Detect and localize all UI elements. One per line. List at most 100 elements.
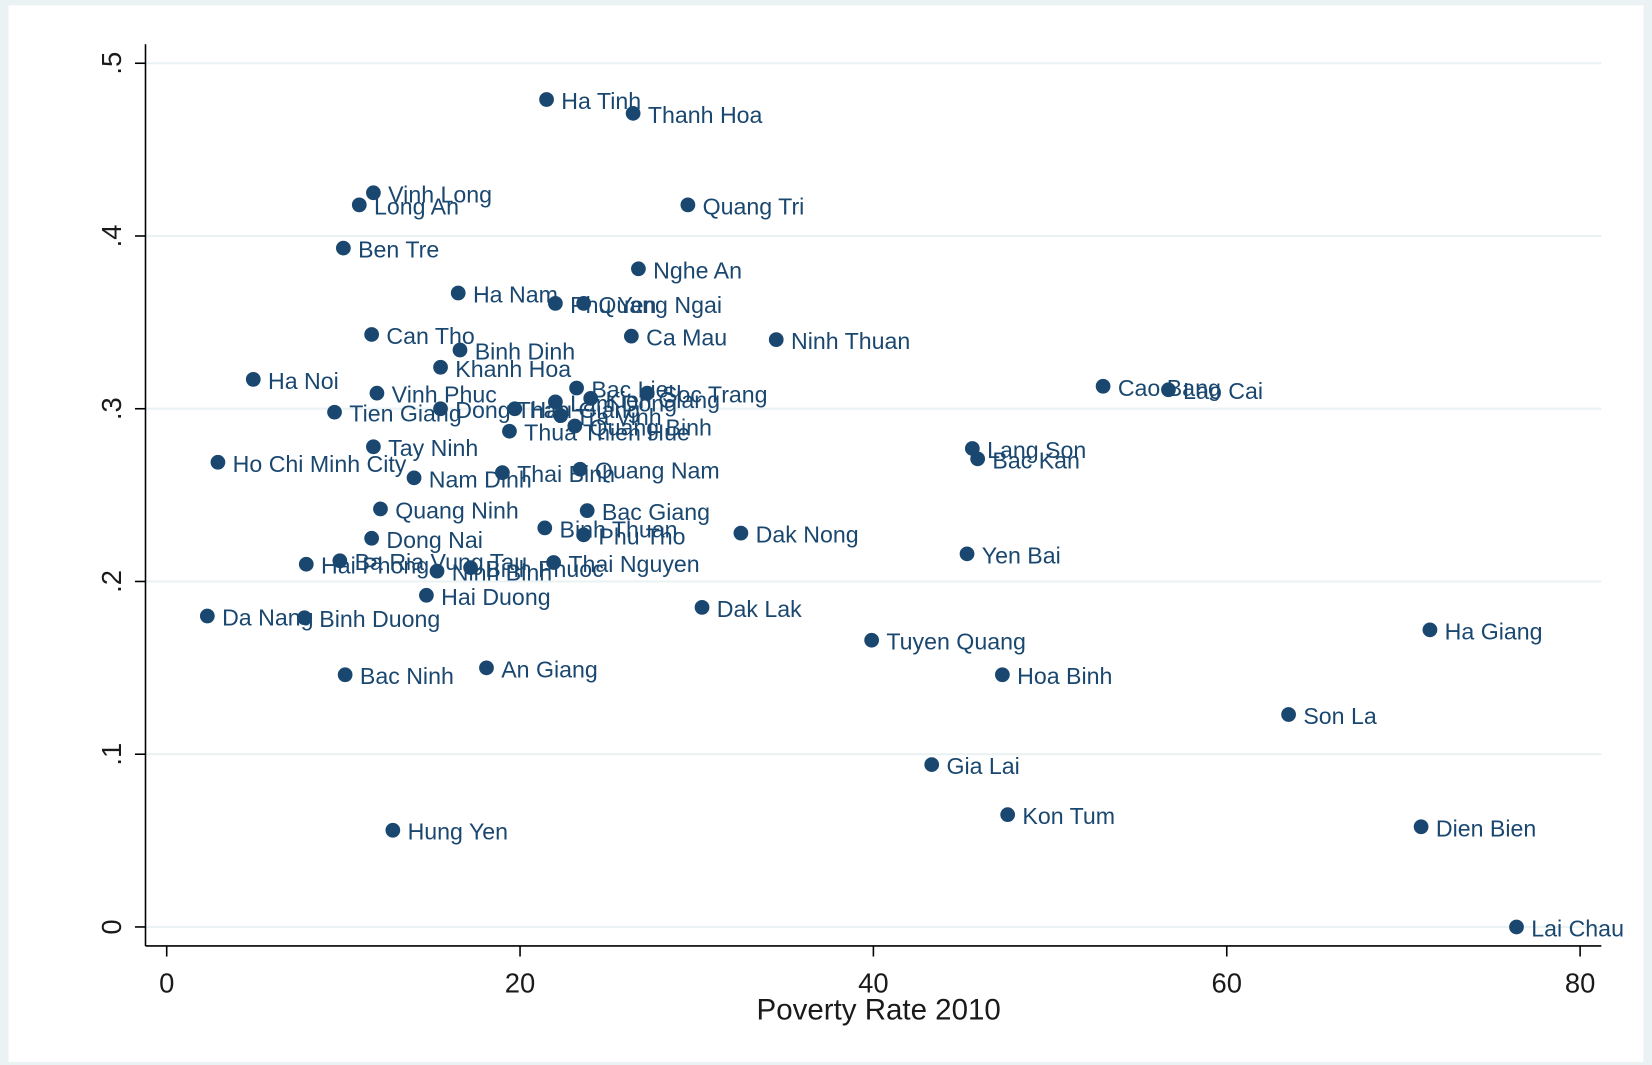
point-label: Phu Tho	[598, 523, 685, 549]
point-label: Bac Ninh	[360, 663, 454, 689]
point	[924, 757, 940, 772]
point-label: Hai Phong	[321, 553, 429, 579]
point-label: Tuyen Quang	[886, 629, 1025, 655]
point	[639, 385, 655, 401]
point-label: Hoa Binh	[1017, 663, 1112, 689]
point-label: Nghe An	[653, 257, 742, 283]
point	[995, 667, 1010, 683]
point	[373, 501, 388, 517]
point	[297, 610, 312, 626]
point-label: Hau Giang	[529, 397, 640, 423]
point-label: Bac Lieu	[591, 376, 681, 402]
point-label: Bac Giang	[602, 499, 710, 525]
point	[567, 418, 583, 434]
point-label: Dak Nong	[756, 522, 859, 548]
point-label: Binh Duong	[319, 606, 440, 632]
point-label: An Giang	[501, 656, 598, 682]
point	[366, 439, 381, 455]
point	[553, 408, 569, 424]
point-label: Tra Vinh	[575, 404, 661, 430]
point	[433, 359, 448, 375]
point-label: Yen Bai	[982, 542, 1061, 568]
point	[959, 546, 975, 562]
point	[199, 608, 215, 624]
point	[210, 454, 226, 470]
point-label: Dong Nai	[386, 527, 483, 553]
point	[680, 197, 696, 213]
point-label: Lai Chau	[1531, 915, 1624, 941]
point	[579, 503, 595, 519]
point-label: Thanh Hoa	[648, 102, 763, 128]
point-label: Ben Tre	[358, 237, 439, 263]
point-label: Khanh Hoa	[455, 356, 571, 382]
point	[507, 401, 523, 417]
point	[332, 553, 348, 569]
chart-background	[8, 5, 1644, 1062]
point	[450, 285, 466, 301]
point	[572, 461, 588, 477]
point	[970, 451, 986, 467]
point	[419, 587, 434, 603]
point-label: Kon Tum	[1022, 803, 1115, 829]
point-label: Ha Noi	[268, 368, 339, 394]
y-tick-label: 0	[96, 919, 127, 934]
point	[537, 520, 553, 536]
point-label: Lam Dong	[570, 390, 677, 416]
x-tick-label: 20	[505, 967, 535, 998]
point	[625, 105, 641, 121]
point-label: Hung Yen	[408, 819, 508, 845]
point	[366, 185, 381, 201]
point	[502, 423, 517, 439]
point	[429, 563, 445, 579]
point-label: Thai Nguyen	[568, 551, 699, 577]
y-tick-label: .3	[96, 397, 127, 420]
y-tick-label: .1	[96, 743, 127, 766]
point	[733, 525, 749, 541]
point-label: Quang Nam	[595, 458, 720, 484]
point-label: Quang Ngai	[598, 292, 722, 318]
y-tick-label: .5	[96, 52, 127, 75]
point-label: Quang Binh	[590, 414, 712, 440]
point-label: Lao Cai	[1183, 378, 1263, 404]
point-label: Ha Giang	[1445, 618, 1543, 644]
point	[631, 261, 646, 277]
point	[433, 401, 448, 417]
point	[576, 295, 592, 311]
x-tick-label: 60	[1212, 967, 1242, 998]
point	[369, 385, 385, 401]
y-tick-label: .4	[96, 225, 127, 248]
point-label: Ho Chi Minh City	[233, 451, 407, 477]
point	[463, 560, 478, 576]
point-label: Gia Lai	[946, 753, 1019, 779]
point-label: Bac Kan	[992, 447, 1080, 473]
point-label: Long An	[374, 193, 459, 219]
point-label: Kien Giang	[605, 387, 720, 413]
point	[351, 197, 367, 213]
y-tick-label: .2	[96, 570, 127, 593]
x-tick-label: 0	[159, 967, 174, 998]
point-label: Ha Nam	[473, 281, 558, 307]
point-label: Soc Trang	[662, 382, 768, 408]
point	[1161, 382, 1176, 398]
point-label: Dien Bien	[1436, 815, 1536, 841]
point-label: Binh Phuoc	[485, 556, 603, 582]
point	[569, 380, 584, 396]
point	[1281, 707, 1296, 722]
point-label: Thai Binh	[517, 461, 615, 487]
point	[539, 92, 554, 107]
point	[548, 394, 563, 410]
point-label: Tay Ninh	[388, 435, 478, 461]
x-axis-label: Poverty Rate 2010	[757, 994, 1001, 1027]
point	[1422, 622, 1438, 638]
point-label: Son La	[1303, 703, 1377, 729]
point	[495, 465, 510, 481]
point	[864, 632, 880, 648]
x-tick-label: 80	[1565, 967, 1595, 998]
point	[576, 527, 592, 543]
point-label: Ca Mau	[646, 325, 727, 351]
point	[694, 600, 710, 615]
point-label: Quang Ninh	[395, 497, 519, 523]
point-label: Binh Dinh	[475, 338, 575, 364]
point-label: Vinh Long	[388, 181, 492, 207]
point	[1095, 378, 1111, 394]
